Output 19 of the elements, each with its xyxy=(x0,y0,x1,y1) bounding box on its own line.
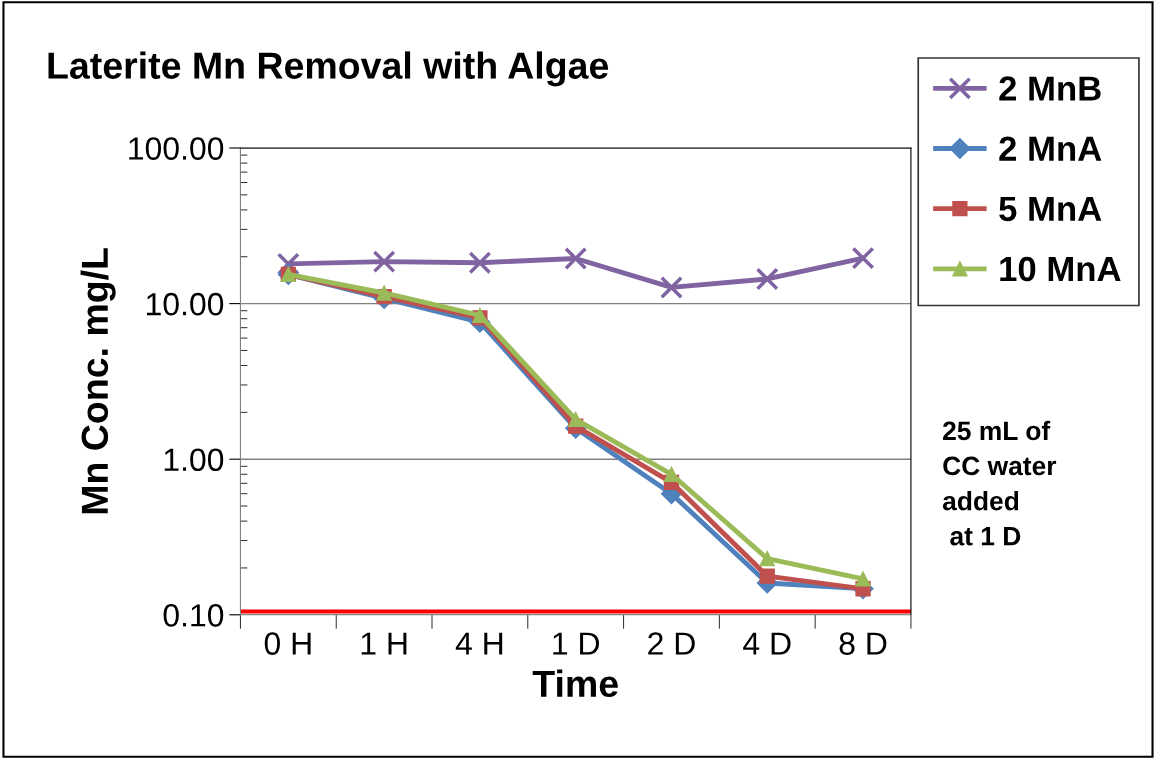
x-axis-title: Time xyxy=(532,669,618,698)
x-tick-label: 1 D xyxy=(553,632,600,655)
x-tick-label: 1 H xyxy=(361,632,407,655)
x-tick-label: 2 D xyxy=(648,632,695,655)
x-tick-label: 8 D xyxy=(839,632,887,655)
legend-label: 10 MnA xyxy=(1000,256,1121,282)
x-tick-label: 4 D xyxy=(743,632,791,655)
y-tick-label: 100.00 xyxy=(129,137,224,160)
text: 25 mL of CC water added at 1 D xyxy=(942,420,1057,546)
legend-label: 5 MnA xyxy=(999,196,1102,222)
y-tick-label: 10.00 xyxy=(146,292,224,316)
legend-label: 2 MnB xyxy=(999,76,1101,101)
y-tick-label: 1.00 xyxy=(164,448,224,472)
y-tick-label: 0.10 xyxy=(163,604,224,627)
x-tick-label: 4 H xyxy=(455,632,503,655)
chart-title: Laterite Mn Removal with Algae xyxy=(48,51,609,87)
x-tick-label: 0 H xyxy=(264,632,311,655)
legend-label: 2 MnA xyxy=(999,136,1102,161)
y-axis-title: Mn Conc. mg/L xyxy=(80,248,116,514)
